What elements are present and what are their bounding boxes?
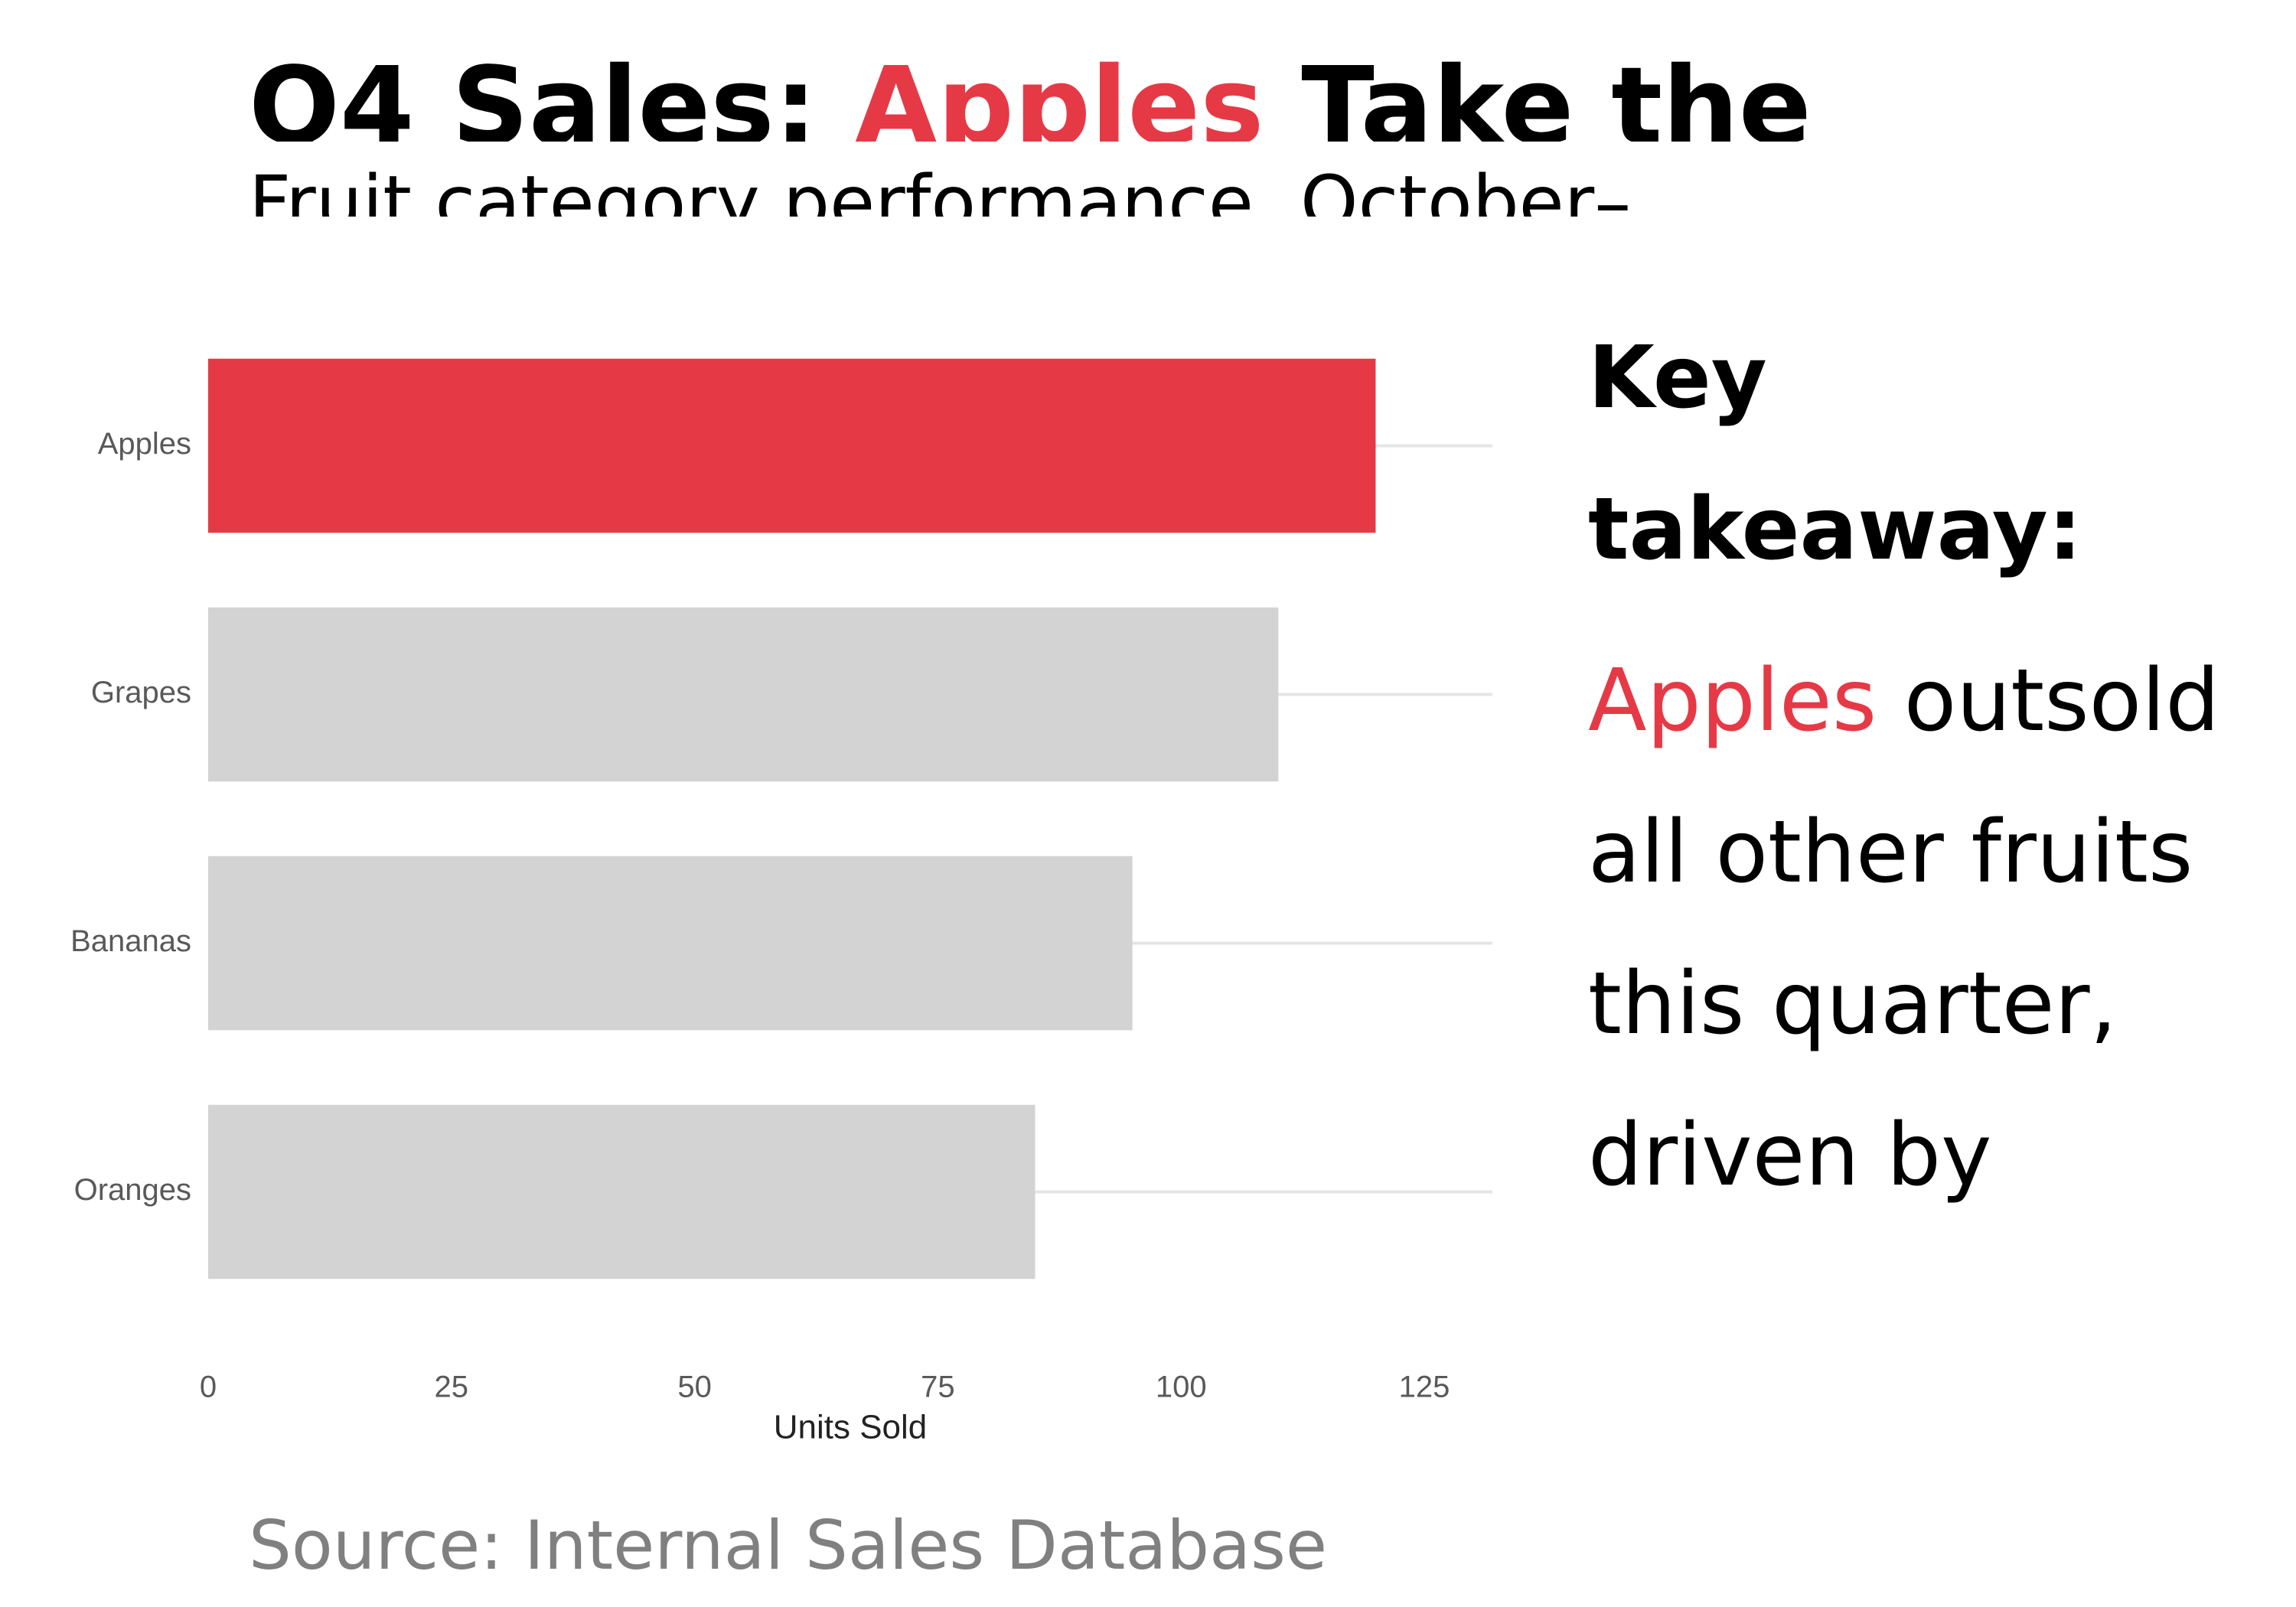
- takeaway-body: Apples outsold all other fruits this qua…: [1588, 625, 2277, 1231]
- y-tick-label: Oranges: [74, 1173, 191, 1207]
- bar-bananas: [208, 856, 1133, 1031]
- x-axis-title: Units Sold: [774, 1409, 928, 1446]
- page-title: Q4 Sales: Apples Take the: [249, 46, 1812, 142]
- title-clip: Q4 Sales: Apples Take the: [249, 31, 2009, 142]
- x-tick-label: 25: [435, 1371, 469, 1404]
- takeaway-highlight: Apples: [1588, 651, 1877, 751]
- bar-grapes: [208, 607, 1279, 782]
- title-prefix: Q4 Sales:: [249, 44, 855, 142]
- title-suffix: Take the: [1264, 44, 1812, 142]
- bar-apples: [208, 358, 1376, 533]
- x-tick-label: 125: [1399, 1371, 1450, 1404]
- x-tick-label: 100: [1156, 1371, 1207, 1404]
- takeaway-text: outsold all other fruits this quarter, d…: [1588, 651, 2220, 1205]
- bar-oranges: [208, 1104, 1035, 1279]
- y-tick-label: Apples: [98, 427, 191, 461]
- source-note: Source: Internal Sales Database: [249, 1506, 1328, 1585]
- x-tick-label: 75: [921, 1371, 955, 1404]
- x-tick-label: 50: [677, 1371, 712, 1404]
- page-subtitle: Fruit category performance, October–: [249, 160, 1632, 217]
- title-highlight: Apples: [854, 44, 1264, 142]
- x-tick-label: 0: [200, 1371, 217, 1404]
- y-tick-label: Grapes: [91, 676, 191, 709]
- y-tick-label: Bananas: [70, 924, 191, 958]
- takeaway-panel: Key takeaway: Apples outsold all other f…: [1588, 302, 2277, 1347]
- takeaway-heading: Key takeaway:: [1588, 328, 2082, 579]
- subtitle-clip: Fruit category performance, October–: [249, 157, 2009, 217]
